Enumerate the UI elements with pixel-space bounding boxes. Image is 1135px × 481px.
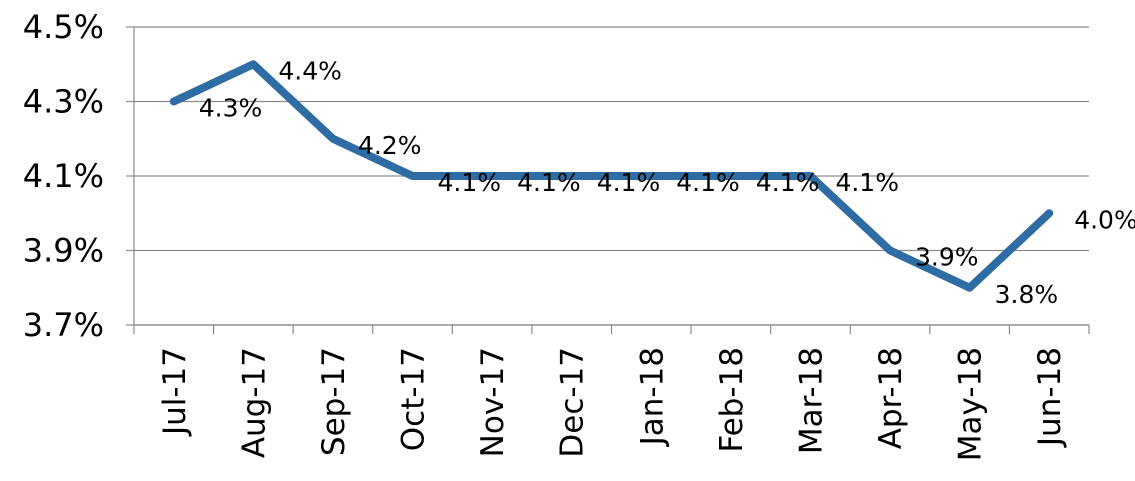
x-tick-label: Jul-17	[157, 347, 193, 437]
data-point	[409, 172, 417, 180]
y-tick-label: 4.3%	[23, 83, 104, 121]
x-tick-label: Apr-18	[873, 347, 909, 449]
y-tick-label: 4.1%	[23, 157, 104, 195]
y-tick-label: 3.7%	[23, 306, 104, 344]
data-point	[966, 284, 974, 292]
x-tick-label: May-18	[953, 347, 989, 461]
x-tick-label: Jan-18	[634, 347, 670, 447]
data-label: 4.4%	[278, 56, 342, 85]
x-tick-label: Jun-18	[1032, 347, 1068, 448]
data-point	[170, 98, 178, 106]
data-label: 3.8%	[995, 280, 1059, 309]
data-label: 4.2%	[358, 131, 422, 160]
data-label: 4.1%	[597, 168, 661, 197]
data-point	[329, 135, 337, 143]
data-label: 4.1%	[517, 168, 581, 197]
data-label: 4.1%	[438, 168, 502, 197]
x-tick-label: Sep-17	[316, 347, 352, 456]
data-point	[886, 247, 894, 255]
x-tick-label: Aug-17	[236, 347, 272, 458]
data-point	[249, 60, 257, 68]
data-label: 4.3%	[199, 94, 263, 123]
data-label: 4.1%	[756, 168, 820, 197]
y-tick-label: 3.9%	[23, 232, 104, 270]
data-label: 3.9%	[915, 243, 979, 272]
data-point	[1045, 209, 1053, 217]
x-tick-label: Nov-17	[475, 347, 511, 457]
x-tick-label: Mar-18	[793, 347, 829, 454]
data-label: 4.1%	[835, 168, 899, 197]
series-line	[169, 60, 1054, 292]
data-label: 4.1%	[676, 168, 740, 197]
x-tick-label: Oct-17	[396, 347, 432, 451]
y-tick-label: 4.5%	[23, 8, 104, 46]
data-label: 4.0%	[1074, 205, 1135, 234]
x-tick-label: Feb-18	[714, 347, 750, 453]
x-tick-label: Dec-17	[555, 347, 591, 458]
